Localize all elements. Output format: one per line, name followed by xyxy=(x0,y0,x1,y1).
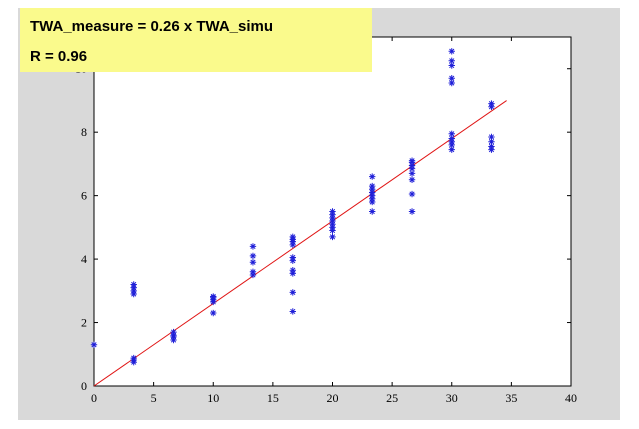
data-point xyxy=(289,233,296,241)
y-tick-label: 0 xyxy=(81,379,87,393)
x-tick-label: 35 xyxy=(505,391,517,405)
data-point xyxy=(408,176,416,183)
data-point xyxy=(210,309,217,317)
data-point xyxy=(289,266,296,274)
data-point xyxy=(488,100,495,107)
data-point xyxy=(369,173,376,180)
x-tick-label: 10 xyxy=(207,391,219,405)
data-point xyxy=(408,190,416,198)
x-tick-label: 15 xyxy=(267,391,279,405)
y-tick-label: 2 xyxy=(81,316,87,330)
data-points xyxy=(90,48,495,366)
data-point xyxy=(249,259,257,266)
data-point xyxy=(289,308,296,315)
data-point xyxy=(329,233,336,241)
fit-line xyxy=(93,100,507,387)
data-point xyxy=(130,281,137,288)
data-point xyxy=(488,143,495,150)
data-point xyxy=(448,135,455,142)
data-point xyxy=(448,57,455,64)
data-point xyxy=(448,75,455,82)
data-point xyxy=(289,289,296,296)
data-point xyxy=(488,138,495,145)
y-tick-label: 6 xyxy=(81,189,87,203)
data-point xyxy=(210,293,217,300)
data-point xyxy=(448,62,455,69)
data-point xyxy=(249,252,257,260)
x-tick-label: 5 xyxy=(151,391,157,405)
data-point xyxy=(249,243,257,250)
data-point xyxy=(369,182,376,190)
y-tick-label: 4 xyxy=(81,252,87,266)
data-point xyxy=(448,48,455,55)
data-point xyxy=(170,328,177,336)
regression-equation: TWA_measure = 0.26 x TWA_simu xyxy=(30,18,274,35)
data-point xyxy=(448,130,455,137)
data-point xyxy=(448,146,455,153)
data-point xyxy=(488,133,495,141)
regression-annotation: TWA_measure = 0.26 x TWA_simu R = 0.96 xyxy=(20,8,372,72)
x-tick-label: 0 xyxy=(91,391,97,405)
data-point xyxy=(329,208,336,215)
correlation-coefficient: R = 0.96 xyxy=(30,48,88,65)
x-tick-label: 30 xyxy=(446,391,458,405)
data-point xyxy=(130,354,137,362)
x-tick-label: 20 xyxy=(327,391,339,405)
data-point xyxy=(369,208,376,215)
data-point xyxy=(289,254,296,261)
data-point xyxy=(408,170,416,177)
x-tick-label: 25 xyxy=(386,391,398,405)
x-axis: 0 5 10 15 20 25 30 35 40 xyxy=(91,37,577,405)
data-point xyxy=(249,268,257,275)
data-point xyxy=(408,208,416,215)
data-point xyxy=(448,79,455,87)
data-point xyxy=(408,157,416,164)
data-point xyxy=(90,341,98,348)
x-tick-label: 40 xyxy=(565,391,577,405)
y-tick-label: 8 xyxy=(81,125,87,139)
